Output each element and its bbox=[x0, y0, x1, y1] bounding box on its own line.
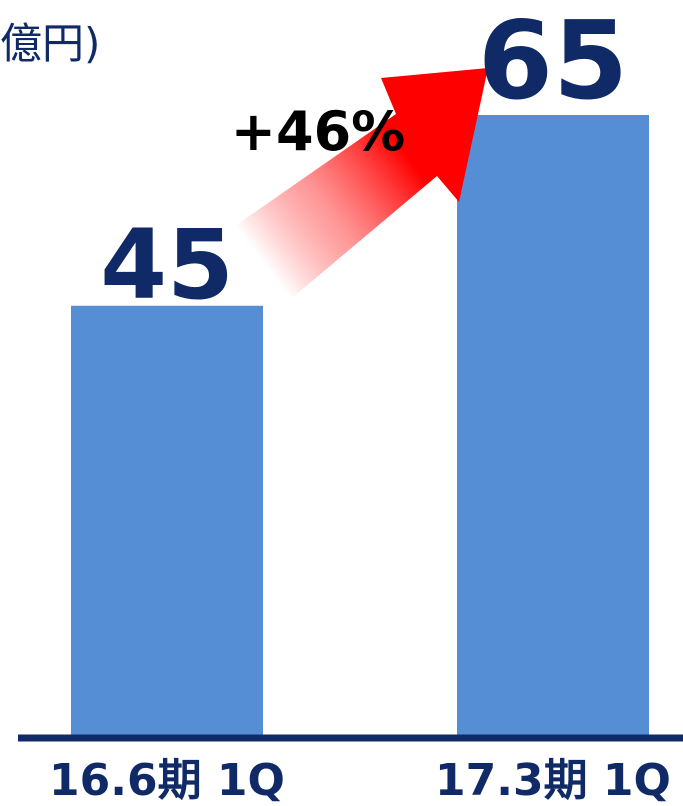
category-label-1: 16.6期 1Q bbox=[49, 755, 285, 806]
value-label-1: 45 bbox=[100, 209, 234, 321]
unit-label: 億円) bbox=[0, 19, 101, 68]
bar-1 bbox=[71, 305, 263, 735]
growth-annotation: +46% bbox=[231, 100, 406, 163]
growth-arrow bbox=[232, 68, 488, 298]
value-label-2: 65 bbox=[478, 0, 628, 124]
category-label-2: 17.3期 1Q bbox=[435, 755, 671, 806]
bar-2 bbox=[457, 115, 649, 735]
